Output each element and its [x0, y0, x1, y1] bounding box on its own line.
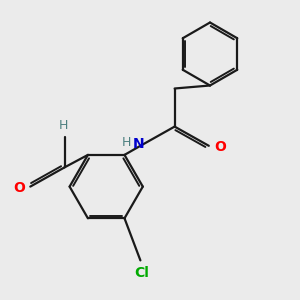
Text: O: O	[13, 181, 25, 195]
Text: N: N	[133, 137, 145, 151]
Text: H: H	[122, 136, 131, 149]
Text: O: O	[214, 140, 226, 154]
Text: Cl: Cl	[134, 266, 149, 280]
Text: H: H	[58, 119, 68, 132]
